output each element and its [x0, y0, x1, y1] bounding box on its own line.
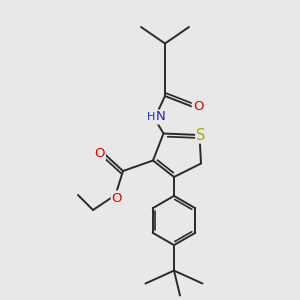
Text: O: O — [112, 191, 122, 205]
Text: O: O — [94, 146, 105, 160]
Text: N: N — [156, 110, 166, 124]
Text: O: O — [193, 100, 203, 113]
Text: H: H — [147, 112, 155, 122]
Text: S: S — [196, 128, 206, 142]
